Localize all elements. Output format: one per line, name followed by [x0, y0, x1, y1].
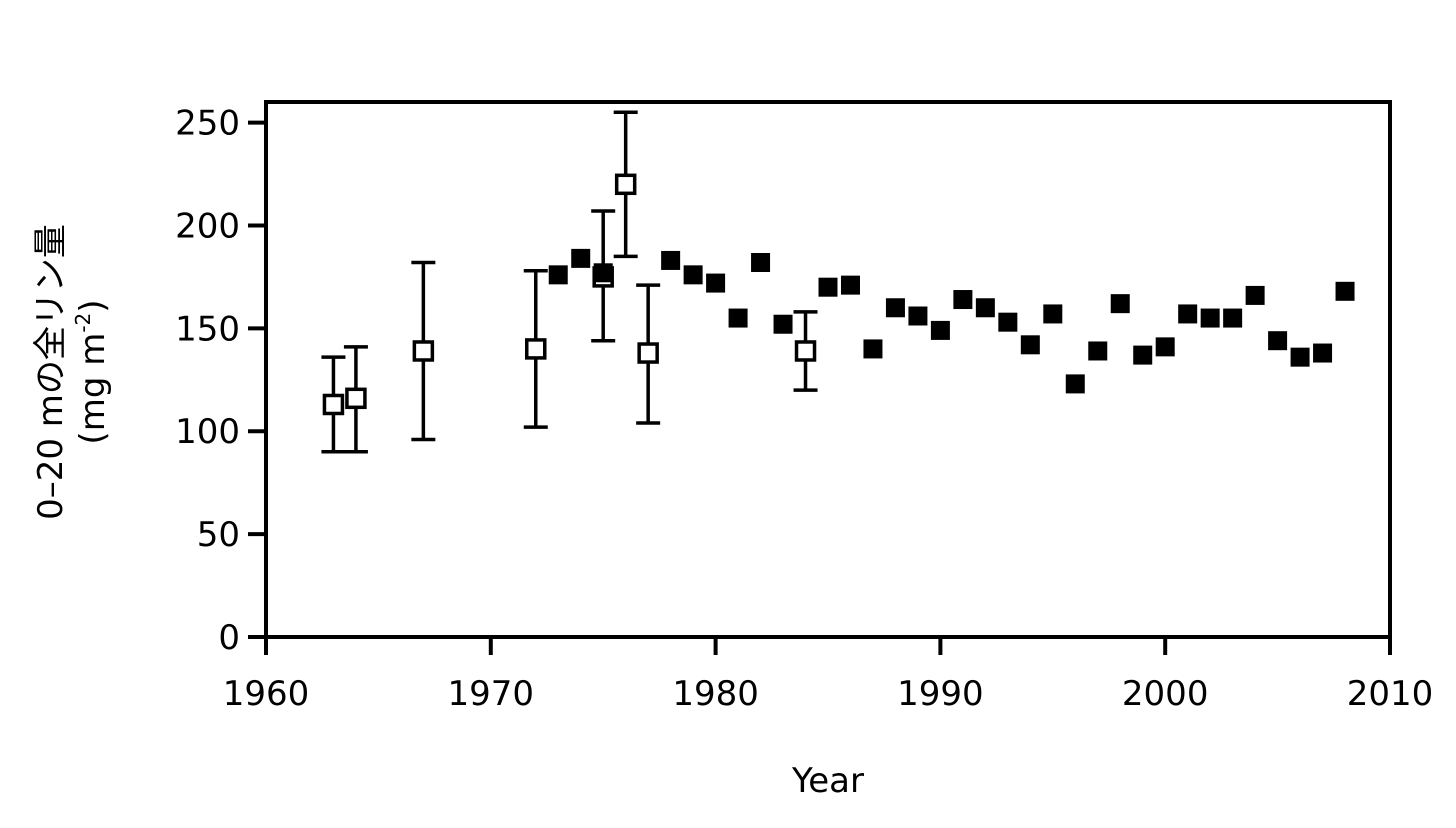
filled-square-point	[728, 308, 748, 328]
y-tick-label: 250	[175, 104, 240, 144]
filled-square-point	[1313, 343, 1333, 363]
x-axis-ticks: 1960 1970 1980 1990 2000 2010	[223, 637, 1434, 714]
x-tick-label: 2000	[1122, 674, 1209, 714]
filled-square-point	[683, 265, 703, 285]
open-square-point	[525, 338, 547, 360]
x-tick-label: 1990	[897, 674, 984, 714]
x-tick-label: 2010	[1347, 674, 1434, 714]
x-tick-label: 1980	[672, 674, 759, 714]
filled-square-point	[1065, 374, 1085, 394]
filled-square-point	[863, 339, 883, 359]
filled-square-point	[1133, 345, 1153, 365]
filled-square-point	[840, 275, 860, 295]
error-bars	[321, 110, 818, 454]
filled-square-point	[1200, 308, 1220, 328]
filled-square-point	[953, 290, 973, 310]
filled-square-point	[908, 306, 928, 326]
filled-square-point	[571, 248, 591, 268]
open-square-point	[412, 340, 435, 362]
filled-square-point	[885, 298, 905, 318]
y-axis-label-line1: 0–20 mの全リン量	[31, 224, 71, 520]
open-square-point	[345, 387, 367, 410]
plot-frame	[264, 100, 1392, 639]
y-tick-label: 200	[175, 206, 240, 246]
x-tick-label: 1960	[223, 674, 310, 714]
filled-square-point	[1335, 281, 1355, 301]
y-axis-unit-suffix: )	[73, 299, 113, 312]
filled-square-point	[975, 298, 995, 318]
y-axis-label-line2: (mg m-2)	[71, 299, 113, 444]
filled-square-point	[661, 250, 681, 270]
filled-square-point	[1043, 304, 1063, 324]
filled-square-point	[930, 320, 950, 340]
filled-square-point	[1110, 294, 1130, 314]
filled-square-point	[998, 312, 1018, 332]
y-tick-label: 150	[175, 309, 240, 349]
open-square-point	[322, 393, 345, 416]
y-axis-label: 0–20 mの全リン量 (mg m-2)	[31, 224, 113, 520]
filled-square-point	[751, 253, 771, 272]
filled-square-point	[1290, 347, 1310, 367]
filled-square-point	[1088, 341, 1108, 361]
y-tick-label: 100	[175, 412, 240, 452]
y-tick-label: 0	[218, 618, 240, 658]
y-axis-ticks: 0 50 100 150 200 250	[175, 104, 266, 658]
filled-square-point	[1223, 308, 1243, 328]
data-points	[322, 173, 1355, 416]
filled-square-point	[773, 314, 793, 334]
y-axis-unit-superscript: -2	[71, 313, 95, 333]
x-axis-label: Year	[791, 761, 864, 801]
filled-square-point	[706, 273, 726, 293]
filled-square-point	[1020, 335, 1040, 355]
filled-square-point	[1155, 337, 1175, 357]
open-square-point	[637, 342, 659, 364]
y-tick-label: 50	[197, 515, 240, 555]
open-square-point	[614, 173, 637, 196]
filled-square-point	[593, 263, 613, 283]
filled-square-point	[548, 265, 568, 285]
filled-square-point	[1245, 285, 1265, 305]
filled-square-point	[818, 277, 838, 297]
open-square-point	[794, 340, 817, 362]
x-tick-label: 1970	[448, 674, 535, 714]
filled-square-point	[1268, 331, 1288, 351]
y-axis-unit-prefix: (mg m	[73, 333, 113, 445]
filled-square-point	[1178, 304, 1198, 324]
